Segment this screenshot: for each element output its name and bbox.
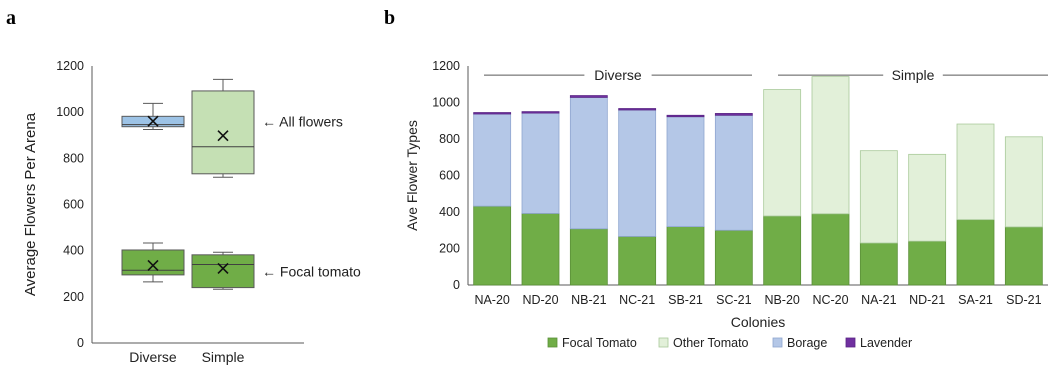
bar-segment — [618, 236, 657, 286]
y-tick-label: 800 — [439, 132, 460, 146]
x-category-label: Simple — [202, 349, 245, 365]
bar-segment — [1004, 226, 1043, 286]
y-tick-label: 1000 — [56, 105, 84, 119]
bar-segment — [956, 123, 995, 221]
bar-segment — [473, 113, 512, 207]
mean-marker — [147, 259, 159, 272]
x-tick-label: NC-20 — [812, 293, 848, 307]
legend-swatch — [547, 337, 558, 348]
x-tick-label: NB-20 — [764, 293, 799, 307]
mean-marker — [217, 130, 229, 142]
y-tick-label: 0 — [77, 336, 84, 350]
annotation-focal-tomato: ← Focal tomato — [262, 263, 361, 279]
y-tick-label: 200 — [439, 242, 460, 256]
y-tick-label: 0 — [453, 278, 460, 292]
legend-label: Focal Tomato — [562, 336, 637, 350]
y-tick-label: 200 — [63, 290, 84, 304]
bar-segment — [908, 153, 947, 242]
group-label: Simple — [892, 67, 935, 83]
bar-segment — [859, 150, 898, 244]
bar-segment — [618, 109, 657, 237]
bar-segment — [618, 108, 657, 111]
y-tick-label: 800 — [63, 151, 84, 165]
x-tick-label: NB-21 — [571, 293, 606, 307]
x-tick-label: SC-21 — [716, 293, 751, 307]
y-axis-title: Average Flowers Per Arena — [22, 112, 39, 296]
bar-segment — [763, 89, 802, 217]
bar-segment — [666, 226, 705, 286]
y-tick-label: 1000 — [432, 96, 460, 110]
panel-a-label: a — [6, 7, 16, 29]
bar-segment — [908, 240, 947, 286]
x-tick-label: ND-20 — [522, 293, 558, 307]
x-tick-label: NC-21 — [619, 293, 655, 307]
bar-segment — [811, 213, 850, 286]
y-tick-label: 400 — [439, 205, 460, 219]
legend-label: Borage — [787, 336, 827, 350]
x-tick-label: SB-21 — [668, 293, 703, 307]
bar-segment — [569, 95, 608, 98]
bar-segment — [521, 112, 560, 214]
bar-segment — [521, 111, 560, 114]
bar-segment — [714, 229, 753, 286]
x-tick-label: NA-21 — [861, 293, 896, 307]
mean-marker — [217, 262, 229, 275]
bar-segment — [569, 228, 608, 286]
bar-segment — [763, 215, 802, 286]
x-tick-label: NA-20 — [474, 293, 509, 307]
bar-segment — [473, 112, 512, 115]
panel-b-label: b — [384, 7, 395, 29]
annotation-all-flowers: ← All flowers — [262, 113, 343, 129]
legend-label: Lavender — [860, 336, 912, 350]
box-plot-panel: 0 200 400 600 800 1000 1200 Average Flowers Per… — [22, 59, 361, 365]
x-tick-label: SA-21 — [958, 293, 993, 307]
bar-segment — [714, 114, 753, 231]
mean-marker — [147, 115, 159, 127]
y-tick-label: 400 — [63, 244, 84, 258]
stacked-bar-panel: 0 200 400 600 800 1000 1200 Ave Flower Types NA-… — [404, 59, 1048, 350]
group-label: Diverse — [594, 67, 642, 83]
y-tick-label: 600 — [439, 169, 460, 183]
bar-segment — [666, 116, 705, 227]
legend-swatch — [845, 337, 856, 348]
bar-segment — [956, 219, 995, 286]
box — [121, 249, 185, 276]
bar-segment — [473, 205, 512, 286]
x-tick-label: ND-21 — [909, 293, 945, 307]
legend-label: Other Tomato — [673, 336, 749, 350]
legend-swatch — [658, 337, 669, 348]
y-tick-label: 1200 — [56, 59, 84, 73]
y-axis-title: Ave Flower Types — [404, 120, 420, 231]
bar-segment — [666, 114, 705, 118]
x-axis-title: Colonies — [731, 314, 785, 330]
bar-segment — [521, 213, 560, 286]
y-tick-label: 600 — [63, 198, 84, 212]
bar-segment — [1004, 136, 1043, 228]
box — [191, 90, 255, 175]
x-tick-label: SD-21 — [1006, 293, 1041, 307]
bar-segment — [569, 96, 608, 230]
bar-segment — [714, 113, 753, 116]
x-category-label: Diverse — [129, 349, 177, 365]
bar-segment — [811, 76, 850, 215]
y-tick-label: 1200 — [432, 59, 460, 73]
bar-segment — [859, 242, 898, 286]
box — [191, 254, 255, 289]
legend-swatch — [772, 337, 783, 348]
